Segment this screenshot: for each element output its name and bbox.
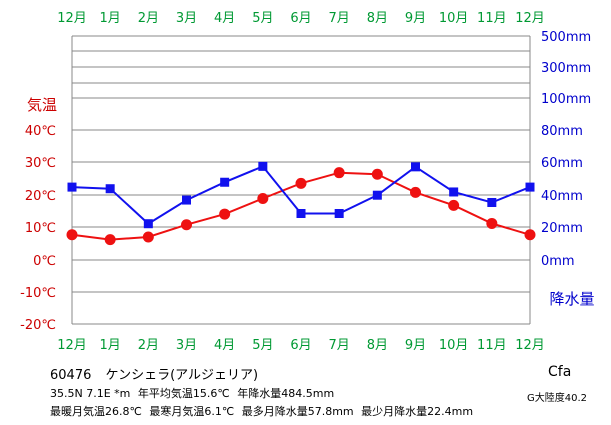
station-line: 60476 ケンシェラ(アルジェリア) — [50, 364, 258, 383]
precipitation-point — [182, 195, 191, 205]
temperature-point — [410, 186, 421, 198]
annual-mean-temperature: 年平均気温15.6℃ — [137, 387, 230, 400]
precipitation-point — [372, 190, 382, 200]
temperature-point — [333, 167, 345, 179]
temperature-point — [104, 234, 116, 246]
month-label-bottom: 5月 — [252, 338, 273, 353]
precipitation-point — [411, 162, 420, 172]
month-label-bottom: 7月 — [329, 338, 350, 353]
month-label-top: 7月 — [329, 11, 350, 26]
month-label-top: 12月 — [57, 11, 87, 26]
coordinates: 35.5N 7.1E *m — [50, 387, 131, 400]
month-label-bottom: 2月 — [138, 338, 159, 353]
precipitation-point — [105, 184, 115, 194]
temperature-tick-label: 0℃ — [33, 254, 56, 269]
precipitation-point — [334, 209, 344, 219]
temperature-point — [524, 229, 536, 241]
temperature-tick-label: 10℃ — [25, 221, 56, 236]
precipitation-point — [67, 182, 77, 192]
month-label-bottom: 10月 — [439, 338, 469, 353]
coldest-month-temperature: 最寒月気温6.1℃ — [149, 405, 235, 418]
month-label-bottom: 4月 — [214, 338, 235, 353]
precipitation-point — [487, 197, 497, 207]
month-label-top: 1月 — [100, 11, 121, 26]
precipitation-tick-label: 0mm — [541, 254, 575, 269]
climate-classification: Cfa — [548, 364, 572, 380]
month-label-bottom: 1月 — [100, 338, 121, 353]
month-label-top: 10月 — [439, 11, 469, 26]
month-label-top: 9月 — [405, 11, 426, 26]
temperature-point — [448, 199, 460, 211]
precipitation-point — [258, 161, 268, 171]
temperature-point — [66, 229, 78, 241]
temperature-point — [371, 168, 383, 180]
month-label-bottom: 9月 — [405, 338, 426, 353]
month-label-top: 11月 — [477, 11, 507, 26]
temperature-point — [219, 208, 231, 220]
stats-line-1: 35.5N 7.1E *m 年平均気温15.6℃ 年降水量484.5mm — [50, 385, 334, 401]
precipitation-tick-label: 80mm — [541, 124, 583, 139]
precipitation-tick-label: 100mm — [541, 92, 591, 107]
month-label-bottom: 12月 — [57, 338, 87, 353]
temperature-tick-label: -10℃ — [20, 286, 56, 301]
temperature-point — [142, 231, 154, 243]
driest-month-precipitation: 最少月降水量22.4mm — [361, 405, 474, 418]
temperature-point — [257, 193, 269, 205]
precipitation-point — [220, 177, 230, 187]
precipitation-tick-label: 500mm — [541, 30, 591, 45]
month-label-top: 12月 — [515, 11, 545, 26]
precipitation-tick-label: 20mm — [541, 221, 583, 236]
month-label-bottom: 6月 — [290, 338, 311, 353]
stats-line-2: 最暖月気温26.8℃ 最寒月気温6.1℃ 最多月降水量57.8mm 最少月降水量… — [50, 403, 473, 419]
station-name: ケンシェラ(アルジェリア) — [105, 368, 259, 383]
temperature-tick-label: 30℃ — [25, 156, 56, 171]
month-label-bottom: 3月 — [176, 338, 197, 353]
precipitation-tick-label: 300mm — [541, 61, 591, 76]
precipitation-point — [143, 219, 153, 229]
annual-precipitation: 年降水量484.5mm — [237, 387, 335, 400]
continentality-index: G大陸度40.2 — [527, 393, 588, 404]
precipitation-axis-title: 降水量 — [549, 290, 594, 308]
month-label-top: 4月 — [214, 11, 235, 26]
warmest-month-temperature: 最暖月気温26.8℃ — [50, 405, 142, 418]
precipitation-tick-label: 40mm — [541, 189, 583, 204]
month-label-bottom: 11月 — [477, 338, 507, 353]
temperature-point — [181, 219, 192, 231]
month-label-top: 3月 — [176, 11, 197, 26]
precipitation-point — [525, 182, 535, 192]
month-label-top: 6月 — [290, 11, 311, 26]
temperature-tick-label: -20℃ — [20, 318, 56, 333]
month-label-bottom: 12月 — [515, 338, 545, 353]
temperature-tick-label: 20℃ — [25, 189, 56, 204]
wettest-month-precipitation: 最多月降水量57.8mm — [241, 405, 354, 418]
temperature-axis-title: 気温 — [27, 96, 57, 114]
temperature-tick-label: 40℃ — [25, 124, 56, 139]
month-label-top: 2月 — [138, 11, 159, 26]
temperature-point — [486, 217, 498, 229]
month-label-top: 5月 — [252, 11, 273, 26]
precipitation-tick-label: 60mm — [541, 156, 583, 171]
temperature-point — [295, 177, 307, 189]
month-label-top: 8月 — [367, 11, 388, 26]
month-label-bottom: 8月 — [367, 338, 388, 353]
precipitation-point — [449, 187, 459, 197]
station-id: 60476 — [50, 368, 92, 383]
precipitation-point — [296, 209, 306, 219]
